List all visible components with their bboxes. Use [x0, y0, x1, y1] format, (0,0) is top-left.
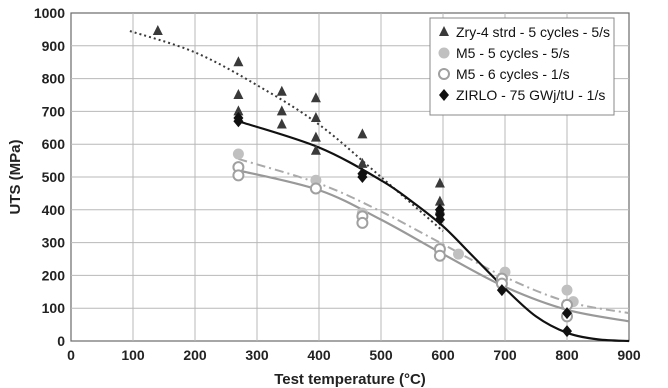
- diamond-marker: [562, 307, 572, 320]
- y-tick-label: 700: [42, 103, 66, 119]
- x-tick-label: 600: [431, 347, 455, 363]
- legend-marker: [439, 26, 449, 36]
- y-tick-label: 900: [42, 38, 66, 54]
- trend-line: [238, 120, 630, 343]
- x-tick-label: 0: [67, 347, 75, 363]
- x-tick-label: 200: [183, 347, 207, 363]
- y-tick-label: 500: [42, 169, 66, 185]
- legend-label: Zry-4 strd - 5 cycles - 5/s: [456, 24, 610, 40]
- triangle-marker: [233, 89, 244, 99]
- open-circle-marker: [309, 182, 322, 195]
- x-tick-label: 700: [493, 347, 517, 363]
- y-tick-label: 0: [57, 333, 65, 349]
- triangle-marker: [233, 56, 244, 67]
- x-tick-label: 500: [369, 347, 393, 363]
- y-tick-label: 300: [42, 235, 66, 251]
- open-circle-marker: [433, 249, 446, 262]
- triangle-marker: [357, 128, 368, 139]
- legend-marker: [438, 68, 450, 80]
- legend: Zry-4 strd - 5 cycles - 5/s M5 - 5 cycles…: [429, 17, 615, 116]
- legend-marker: [438, 47, 450, 59]
- x-tick-label: 400: [307, 347, 331, 363]
- data-points: [152, 25, 579, 338]
- y-tick-label: 800: [42, 71, 66, 87]
- filled-circle-marker: [232, 148, 244, 160]
- y-tick-label: 600: [42, 136, 66, 152]
- x-tick-label: 800: [555, 347, 579, 363]
- x-tick-label: 100: [121, 347, 145, 363]
- triangle-marker: [310, 92, 321, 103]
- legend-label: M5 - 6 cycles - 1/s: [456, 66, 570, 82]
- y-tick-label: 200: [42, 267, 66, 283]
- x-tick-label: 900: [617, 347, 641, 363]
- triangle-marker: [310, 111, 321, 122]
- y-tick-labels: 0 100 200 300 400 500 600 700 800 900 1000: [34, 5, 65, 349]
- triangle-marker: [310, 131, 321, 142]
- x-axis-title: Test temperature (°C): [274, 371, 426, 388]
- legend-box: [429, 17, 615, 116]
- y-tick-label: 100: [42, 300, 66, 316]
- filled-circle-marker: [310, 174, 322, 186]
- diamond-marker: [562, 325, 572, 338]
- x-tick-label: 300: [245, 347, 269, 363]
- diamond-marker: [233, 115, 244, 128]
- y-tick-label: 1000: [34, 5, 65, 21]
- triangle-marker: [276, 105, 287, 116]
- triangle-marker: [434, 195, 445, 206]
- triangle-marker: [276, 118, 287, 129]
- open-circle-marker: [232, 169, 245, 182]
- triangle-marker: [276, 85, 287, 96]
- filled-circle-marker: [453, 248, 464, 260]
- legend-label: M5 - 5 cycles - 5/s: [456, 45, 570, 61]
- triangle-marker: [152, 25, 163, 36]
- triangle-marker: [310, 144, 321, 155]
- triangle-marker: [233, 105, 244, 116]
- open-circle-marker: [356, 216, 369, 229]
- diamond-marker: [357, 171, 368, 183]
- triangle-marker: [357, 157, 368, 168]
- triangle-marker: [434, 177, 445, 188]
- x-tick-labels: 0 100 200 300 400 500 600 700 800 900: [67, 347, 641, 363]
- filled-circle-marker: [561, 284, 573, 296]
- y-axis-title: UTS (MPa): [7, 139, 24, 214]
- diamond-marker: [434, 213, 445, 226]
- y-tick-label: 400: [42, 202, 66, 218]
- legend-marker: [439, 89, 449, 101]
- diamond-marker: [496, 284, 507, 297]
- legend-label: ZIRLO - 75 GWj/tU - 1/s: [456, 87, 605, 103]
